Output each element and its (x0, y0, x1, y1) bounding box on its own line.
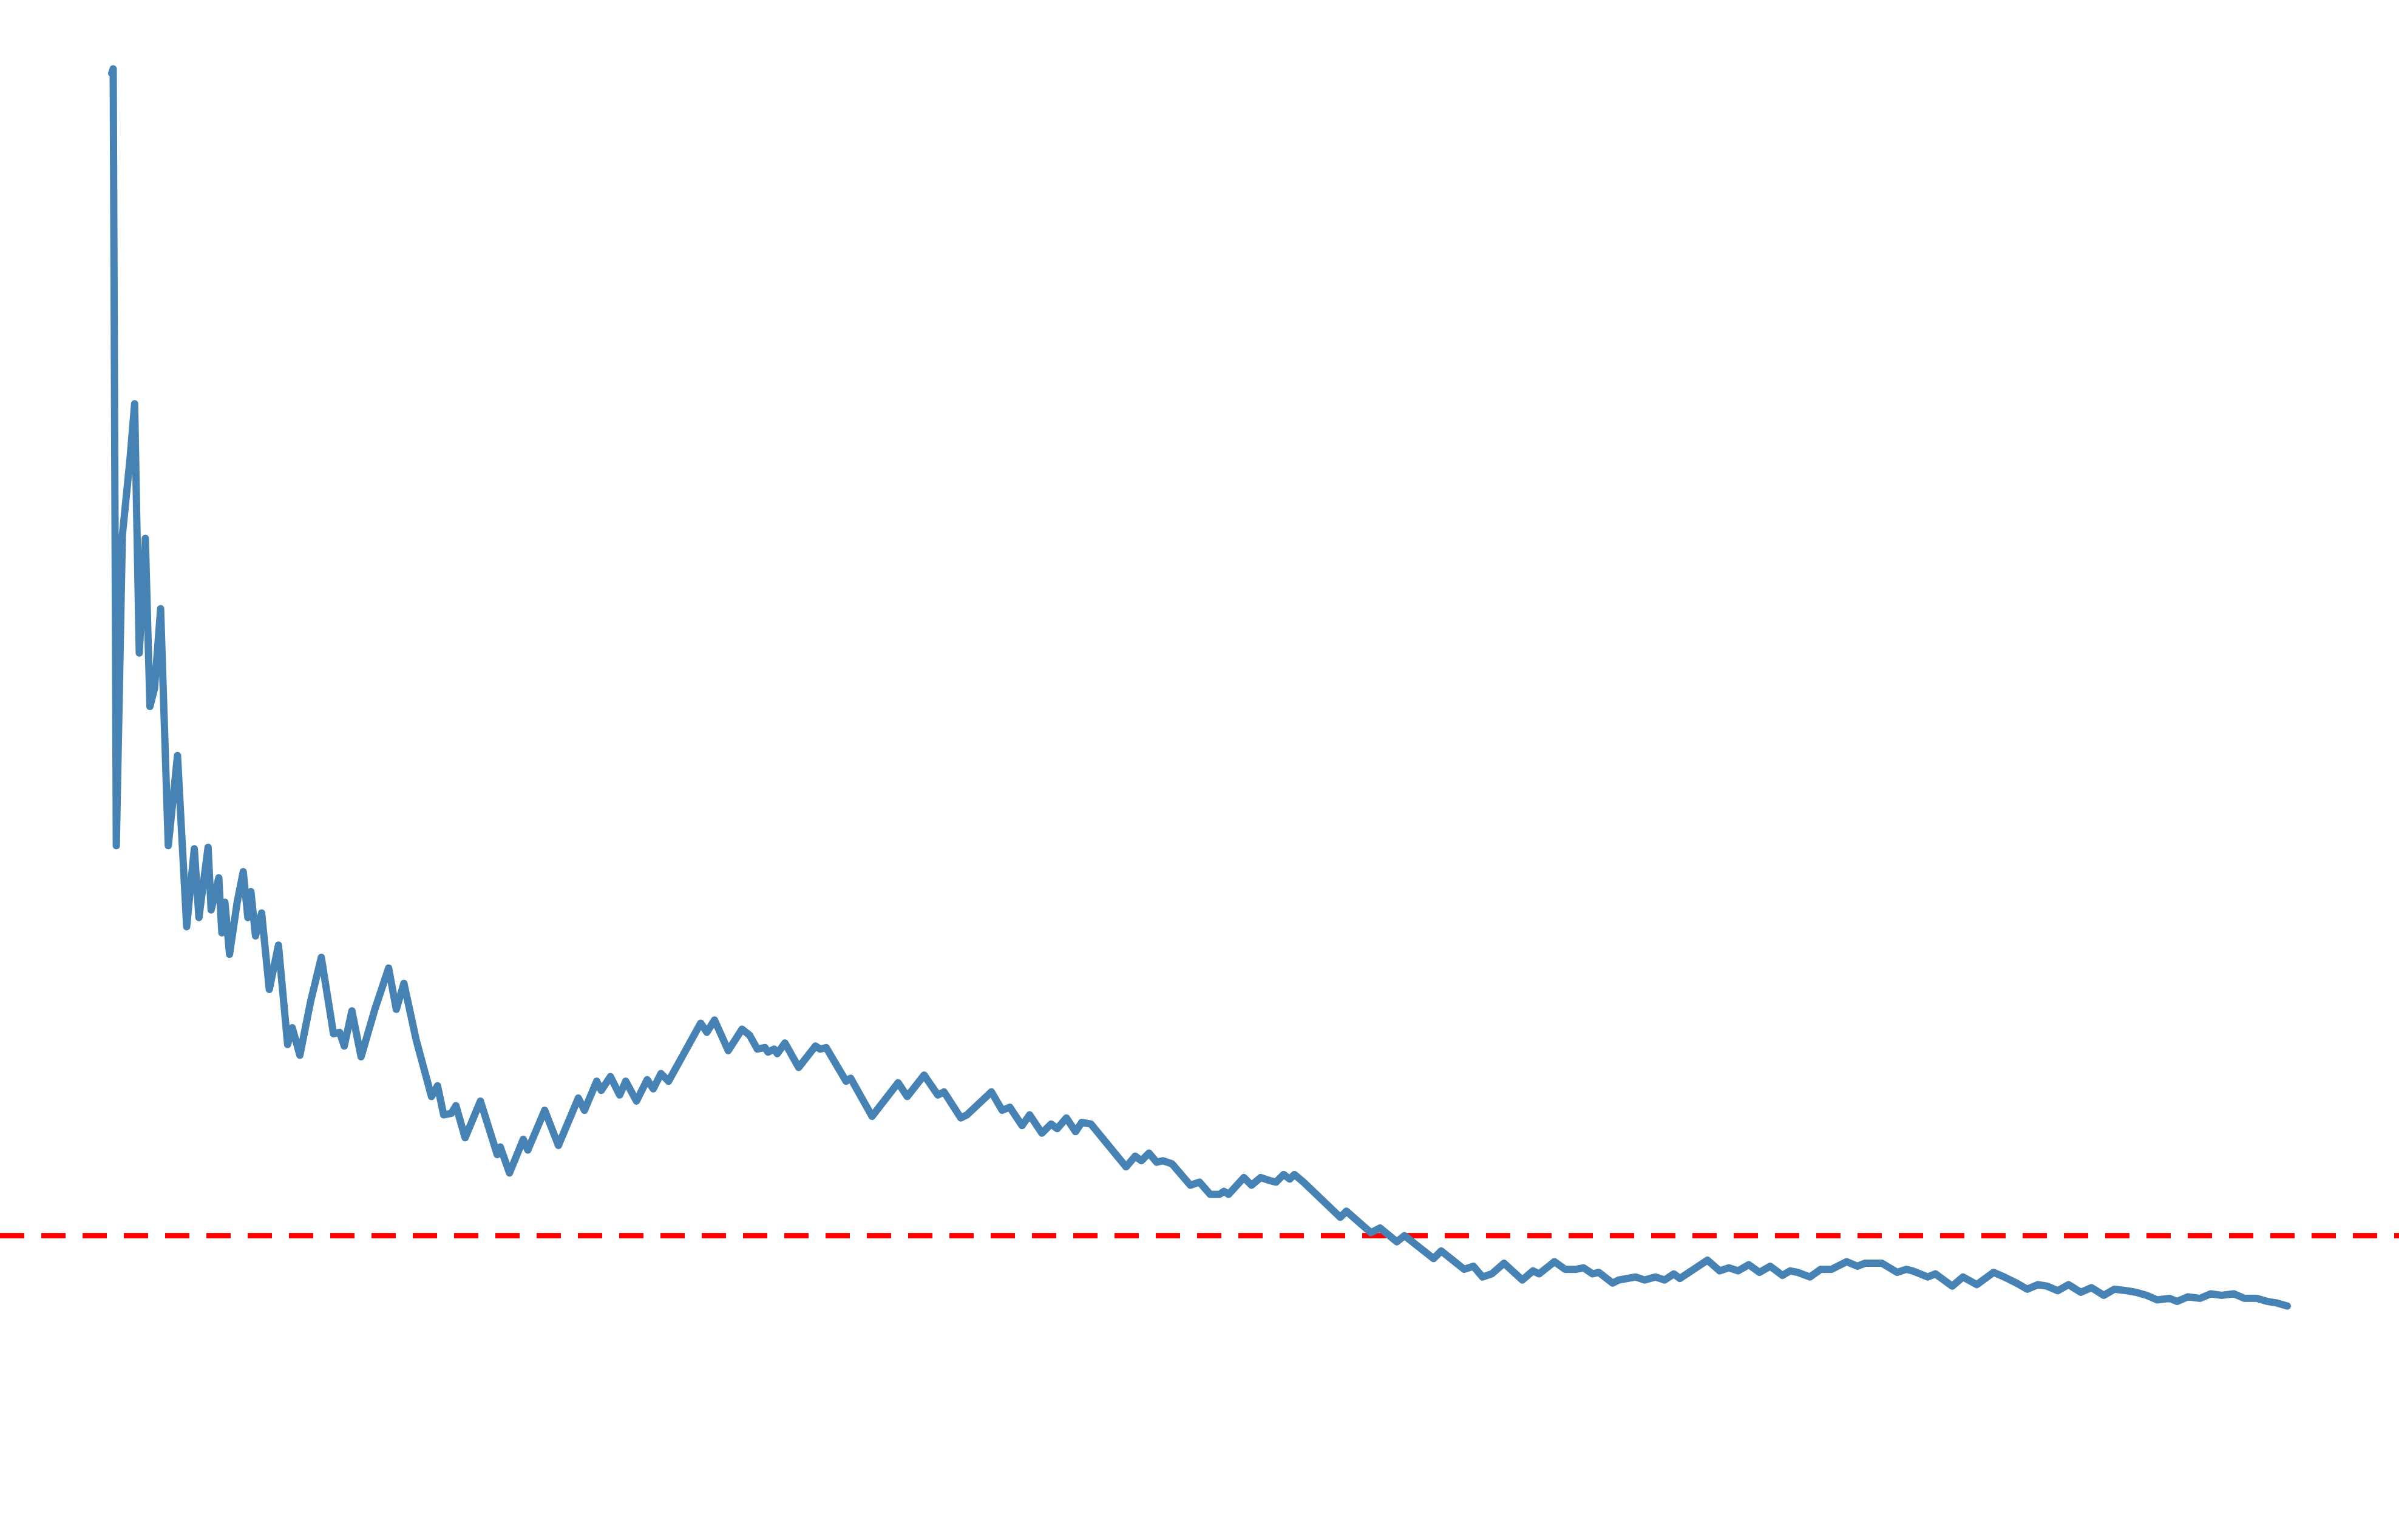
data-line (108, 65, 2291, 1310)
